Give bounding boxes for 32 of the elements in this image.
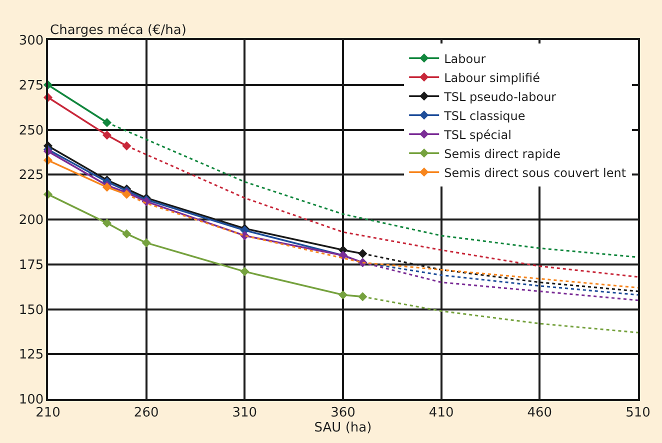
x-tick-label: 310 bbox=[232, 405, 258, 420]
legend-label: Labour bbox=[444, 52, 486, 66]
y-tick-label: 225 bbox=[18, 168, 44, 184]
y-tick-label: 300 bbox=[18, 34, 44, 49]
point bbox=[338, 290, 348, 300]
x-tick-label: 210 bbox=[36, 405, 60, 420]
legend-label: Labour simplifié bbox=[444, 70, 540, 85]
y-tick-label: 100 bbox=[18, 392, 44, 408]
point bbox=[240, 267, 250, 276]
point bbox=[142, 238, 151, 248]
point bbox=[102, 218, 112, 228]
point bbox=[102, 130, 112, 140]
y-tick-label: 250 bbox=[18, 123, 44, 138]
x-axis-title: SAU (ha) bbox=[314, 420, 372, 436]
legend-label: TSL pseudo-labour bbox=[443, 90, 556, 104]
x-tick-label: 360 bbox=[330, 405, 356, 420]
y-tick-label: 175 bbox=[18, 258, 44, 273]
x-tick-label: 260 bbox=[134, 405, 159, 420]
x-tick-label: 510 bbox=[626, 405, 650, 420]
point bbox=[358, 292, 368, 302]
y-tick-label: 275 bbox=[18, 78, 44, 94]
y-tick-label: 150 bbox=[18, 302, 44, 318]
legend-label: TSL spécial bbox=[443, 128, 512, 142]
y-tick-label: 125 bbox=[18, 348, 44, 363]
y-tick-label: 200 bbox=[18, 213, 44, 228]
x-tick-label: 410 bbox=[428, 405, 454, 420]
legend-label: Semis direct sous couvert lent bbox=[444, 166, 626, 180]
legend-label: TSL classique bbox=[443, 108, 526, 123]
legend-label: Semis direct rapide bbox=[444, 146, 561, 161]
x-tick-label: 460 bbox=[527, 405, 552, 420]
y-axis-title: Charges méca (€/ha) bbox=[50, 23, 186, 38]
point bbox=[122, 229, 132, 238]
